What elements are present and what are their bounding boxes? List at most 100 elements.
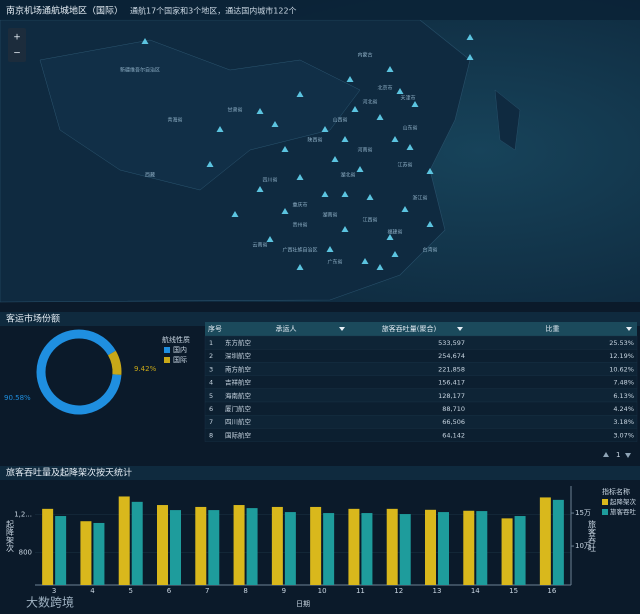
column-header[interactable]: 承运人 xyxy=(276,324,297,333)
bar xyxy=(323,513,335,585)
next-page[interactable] xyxy=(625,453,631,458)
y-axis-label: 起降架次 xyxy=(6,520,15,553)
bar xyxy=(514,516,526,585)
page-title: 南京机场通航城地区（国际） xyxy=(6,5,123,17)
prev-page[interactable] xyxy=(603,452,609,457)
airport-marker xyxy=(361,258,369,264)
bar xyxy=(80,521,92,585)
table-cell: 88,710 xyxy=(442,405,465,413)
bar xyxy=(476,511,488,585)
column-header[interactable]: 旅客吞吐量(聚合) xyxy=(382,324,437,333)
airport-marker xyxy=(341,136,349,142)
x-tick-label: 10 xyxy=(318,587,327,595)
bar xyxy=(463,510,475,585)
bar xyxy=(195,506,207,585)
airport-marker xyxy=(256,108,264,114)
table-cell: 533,597 xyxy=(438,339,465,347)
map-label: 江西省 xyxy=(362,217,377,224)
table-row xyxy=(204,388,638,403)
airport-marker xyxy=(341,191,349,197)
airport-marker xyxy=(331,156,339,162)
column-header[interactable]: 序号 xyxy=(208,324,222,333)
airport-marker xyxy=(376,114,384,120)
airport-marker xyxy=(256,186,264,192)
airport-marker xyxy=(426,221,434,227)
map-label: 江苏省 xyxy=(397,162,412,169)
x-tick-label: 6 xyxy=(167,587,172,595)
x-tick-label: 3 xyxy=(52,587,56,595)
map-label: 陕西省 xyxy=(307,137,322,144)
chart-title: 旅客吞吐量及起降架次按天统计 xyxy=(6,467,132,479)
airport-marker xyxy=(466,54,474,60)
table-header xyxy=(205,322,637,336)
airport-marker xyxy=(396,88,404,94)
legend-swatch xyxy=(602,499,608,505)
x-tick-label: 13 xyxy=(433,587,442,595)
airport-marker xyxy=(281,146,289,152)
table-cell: 4 xyxy=(209,379,213,387)
table-cell: 东方航空 xyxy=(225,338,252,347)
donut-segment xyxy=(36,329,122,415)
sort-icon[interactable] xyxy=(457,327,463,331)
airport-marker xyxy=(321,191,329,197)
legend-label: 起降架次 xyxy=(610,497,637,506)
airport-marker xyxy=(231,211,239,217)
map-label: 山西省 xyxy=(332,117,347,124)
table-cell: 2 xyxy=(209,352,213,360)
table-cell: 国际航空 xyxy=(225,430,252,439)
airport-marker xyxy=(386,66,394,72)
summary: 通航17个国家和3个地区，通达国内城市122个 xyxy=(130,6,297,16)
table-cell: 128,177 xyxy=(438,392,465,400)
table-cell: 5 xyxy=(209,392,213,400)
map-label: 重庆市 xyxy=(292,202,307,209)
airport-marker xyxy=(391,251,399,257)
bar xyxy=(361,513,373,585)
table-cell: 南方航空 xyxy=(225,364,252,373)
bar xyxy=(399,514,411,585)
panel-title: 客运市场份额 xyxy=(6,313,60,325)
table-row xyxy=(204,335,638,350)
bar xyxy=(131,501,143,585)
table-cell: 7.48% xyxy=(613,379,634,387)
table-cell: 7 xyxy=(209,418,213,426)
map-label: 山东省 xyxy=(402,125,417,132)
airport-marker xyxy=(406,144,414,150)
zoom-out[interactable]: − xyxy=(13,49,21,59)
airport-marker xyxy=(391,136,399,142)
table-cell: 221,858 xyxy=(438,365,465,373)
region xyxy=(39,39,361,191)
legend-label: 国内 xyxy=(173,345,187,354)
sort-icon[interactable] xyxy=(626,327,632,331)
map-label: 天津市 xyxy=(400,95,415,102)
table-cell: 8 xyxy=(209,431,213,439)
x-tick-label: 16 xyxy=(547,587,556,595)
x-tick-label: 14 xyxy=(471,587,480,595)
table-cell: 3 xyxy=(209,365,213,373)
y2-axis-label: 旅客吞吐 xyxy=(588,519,597,552)
map-label: 福建省 xyxy=(387,229,402,236)
page-number[interactable]: 1 xyxy=(616,451,620,459)
sort-icon[interactable] xyxy=(339,327,345,331)
bar xyxy=(93,522,105,585)
legend-title: 航线性质 xyxy=(162,335,190,344)
column-header[interactable]: 比重 xyxy=(546,324,560,333)
table-row xyxy=(204,415,638,429)
zoom-in[interactable]: + xyxy=(13,33,21,43)
airport-marker xyxy=(366,194,374,200)
airport-marker xyxy=(281,208,289,214)
table-row xyxy=(204,362,638,376)
x-axis-label: 日期 xyxy=(296,600,310,608)
map-label: 广西壮族自治区 xyxy=(282,247,317,254)
table-cell: 12.19% xyxy=(609,352,634,360)
x-tick-label: 4 xyxy=(90,587,95,595)
x-tick-label: 15 xyxy=(509,587,518,595)
bar xyxy=(501,518,513,585)
airport-marker xyxy=(321,126,329,132)
map-label: 湖北省 xyxy=(340,172,355,179)
map-label: 贵州省 xyxy=(292,222,307,229)
table-cell: 25.53% xyxy=(609,339,634,347)
airport-marker xyxy=(141,38,149,44)
table-row xyxy=(204,349,638,363)
table-row xyxy=(204,375,638,390)
